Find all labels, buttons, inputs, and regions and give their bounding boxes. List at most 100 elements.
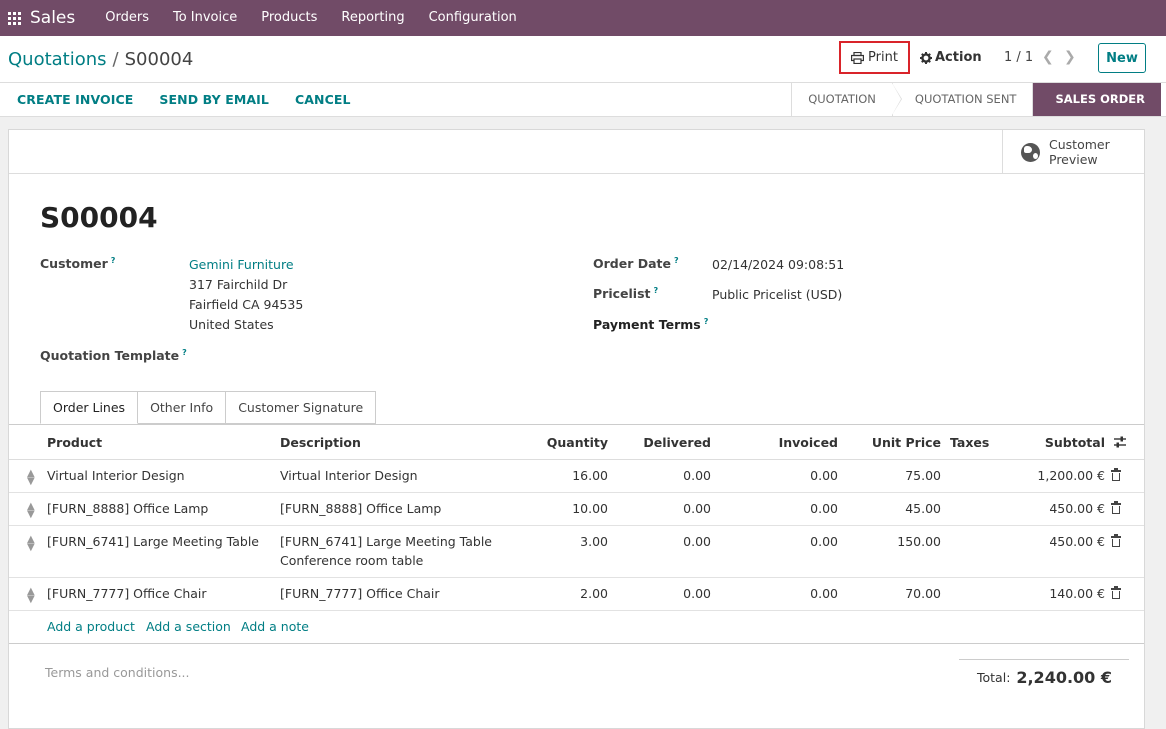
record-title: S00004 (40, 201, 158, 234)
row-unit-price[interactable]: 45.00 (905, 501, 941, 516)
row-description[interactable]: [FURN_6741] Large Meeting Table (280, 534, 492, 549)
optional-columns-icon[interactable] (1113, 435, 1127, 449)
row-delivered[interactable]: 0.00 (683, 501, 711, 516)
row-invoiced: 0.00 (810, 468, 838, 483)
row-product[interactable]: Virtual Interior Design (47, 468, 185, 483)
payment-terms-label: Payment Terms? (593, 317, 709, 333)
apps-menu-icon[interactable] (2, 0, 26, 36)
order-lines-table: Product Description Quantity Delivered I… (9, 424, 1144, 644)
tab-other-info[interactable]: Other Info (138, 391, 227, 424)
row-subtotal: 140.00 € (1049, 586, 1105, 601)
breadcrumb-quotations[interactable]: Quotations (8, 48, 107, 70)
col-taxes[interactable]: Taxes (950, 435, 990, 450)
col-invoiced[interactable]: Invoiced (778, 435, 838, 450)
status-stages: QUOTATION QUOTATION SENT SALES ORDER (791, 83, 1161, 116)
stage-quotation[interactable]: QUOTATION (791, 83, 902, 116)
row-invoiced: 0.00 (810, 534, 838, 549)
button-box: Customer Preview (9, 130, 1144, 174)
nav-products[interactable]: Products (261, 10, 318, 25)
add-section-link[interactable]: Add a section (146, 619, 231, 634)
customer-name-link[interactable]: Gemini Furniture (189, 257, 294, 272)
row-product[interactable]: [FURN_6741] Large Meeting Table (47, 534, 259, 549)
preview-label-line2: Preview (1049, 152, 1098, 167)
table-row[interactable]: ▲ ▼ Virtual Interior Design Virtual Inter… (9, 460, 1144, 493)
row-quantity[interactable]: 2.00 (580, 586, 608, 601)
add-line-links: Add a product Add a section Add a note (9, 611, 1144, 644)
pricelist-label: Pricelist? (593, 286, 659, 302)
top-navbar: Sales Orders To Invoice Products Reporti… (0, 0, 1166, 36)
printer-icon (851, 51, 865, 64)
row-subtotal: 450.00 € (1049, 501, 1105, 516)
table-row[interactable]: ▲ ▼ [FURN_7777] Office Chair [FURN_7777] … (9, 578, 1144, 611)
row-quantity[interactable]: 3.00 (580, 534, 608, 549)
row-unit-price[interactable]: 75.00 (905, 468, 941, 483)
total-divider (959, 659, 1129, 660)
print-button[interactable]: Print (839, 41, 910, 74)
tooltip-marker[interactable]: ? (182, 348, 187, 357)
nav-reporting[interactable]: Reporting (341, 10, 405, 25)
drag-handle-icon[interactable]: ▲ ▼ (27, 586, 35, 605)
row-product[interactable]: [FURN_7777] Office Chair (47, 586, 207, 601)
col-product[interactable]: Product (47, 435, 103, 450)
app-brand[interactable]: Sales (30, 8, 76, 28)
col-quantity[interactable]: Quantity (546, 435, 608, 450)
row-delivered[interactable]: 0.00 (683, 586, 711, 601)
delete-line-icon[interactable] (1111, 534, 1122, 549)
nav-to-invoice[interactable]: To Invoice (172, 10, 238, 25)
row-unit-price[interactable]: 150.00 (897, 534, 941, 549)
row-description[interactable]: [FURN_8888] Office Lamp (280, 501, 442, 516)
customer-preview-button[interactable]: Customer Preview (1002, 130, 1144, 174)
tooltip-marker[interactable]: ? (110, 256, 116, 265)
action-button[interactable]: Action (920, 41, 982, 74)
delete-line-icon[interactable] (1111, 501, 1122, 516)
breadcrumb-separator: / (112, 48, 119, 70)
nav-orders[interactable]: Orders (105, 10, 149, 25)
pager-next-icon[interactable]: ❯ (1064, 49, 1076, 65)
row-delivered[interactable]: 0.00 (683, 468, 711, 483)
cancel-button[interactable]: CANCEL (294, 92, 351, 107)
pager-value[interactable]: 1 / 1 (1004, 50, 1034, 65)
customer-address-line3: United States (189, 317, 274, 332)
tab-order-lines[interactable]: Order Lines (40, 391, 139, 424)
gear-icon (920, 51, 932, 64)
row-subtotal: 450.00 € (1049, 534, 1105, 549)
send-by-email-button[interactable]: SEND BY EMAIL (159, 92, 269, 107)
tab-customer-signature[interactable]: Customer Signature (226, 391, 377, 424)
tooltip-marker[interactable]: ? (674, 256, 679, 265)
row-unit-price[interactable]: 70.00 (905, 586, 941, 601)
tooltip-marker[interactable]: ? (653, 286, 659, 295)
row-quantity[interactable]: 10.00 (572, 501, 608, 516)
drag-handle-icon[interactable]: ▲ ▼ (27, 501, 35, 520)
customer-address-line1: 317 Fairchild Dr (189, 277, 288, 292)
row-description[interactable]: Virtual Interior Design (280, 468, 418, 483)
row-delivered[interactable]: 0.00 (683, 534, 711, 549)
pager-previous-icon[interactable]: ❮ (1042, 49, 1054, 65)
terms-and-conditions-field[interactable]: Terms and conditions... (45, 665, 190, 680)
drag-handle-icon[interactable]: ▲ ▼ (27, 468, 35, 487)
row-quantity[interactable]: 16.00 (572, 468, 608, 483)
delete-line-icon[interactable] (1111, 586, 1122, 601)
stage-quotation-label: QUOTATION (808, 92, 876, 106)
add-product-link[interactable]: Add a product (47, 619, 135, 634)
delete-line-icon[interactable] (1111, 468, 1122, 483)
nav-configuration[interactable]: Configuration (428, 10, 517, 25)
col-delivered[interactable]: Delivered (643, 435, 711, 450)
row-product[interactable]: [FURN_8888] Office Lamp (47, 501, 209, 516)
pricelist-value[interactable]: Public Pricelist (USD) (712, 287, 843, 302)
table-row[interactable]: ▲ ▼ [FURN_8888] Office Lamp [FURN_8888] O… (9, 493, 1144, 526)
order-date-value[interactable]: 02/14/2024 09:08:51 (712, 257, 845, 272)
table-row[interactable]: ▲ ▼ [FURN_6741] Large Meeting Table [FURN… (9, 526, 1144, 578)
row-description-line2[interactable]: Conference room table (280, 553, 424, 568)
stage-sales-order[interactable]: SALES ORDER (1032, 83, 1161, 116)
drag-handle-icon[interactable]: ▲ ▼ (27, 534, 35, 553)
stage-quotation-sent[interactable]: QUOTATION SENT (891, 83, 1033, 116)
create-invoice-button[interactable]: CREATE INVOICE (17, 92, 134, 107)
col-subtotal[interactable]: Subtotal (1044, 435, 1105, 450)
row-description[interactable]: [FURN_7777] Office Chair (280, 586, 440, 601)
tooltip-marker[interactable]: ? (703, 317, 709, 326)
col-unit-price[interactable]: Unit Price (871, 435, 941, 450)
form-statusbar: CREATE INVOICE SEND BY EMAIL CANCEL QUOT… (0, 82, 1166, 117)
new-button[interactable]: New (1098, 43, 1146, 73)
col-description[interactable]: Description (280, 435, 361, 450)
add-note-link[interactable]: Add a note (241, 619, 309, 634)
